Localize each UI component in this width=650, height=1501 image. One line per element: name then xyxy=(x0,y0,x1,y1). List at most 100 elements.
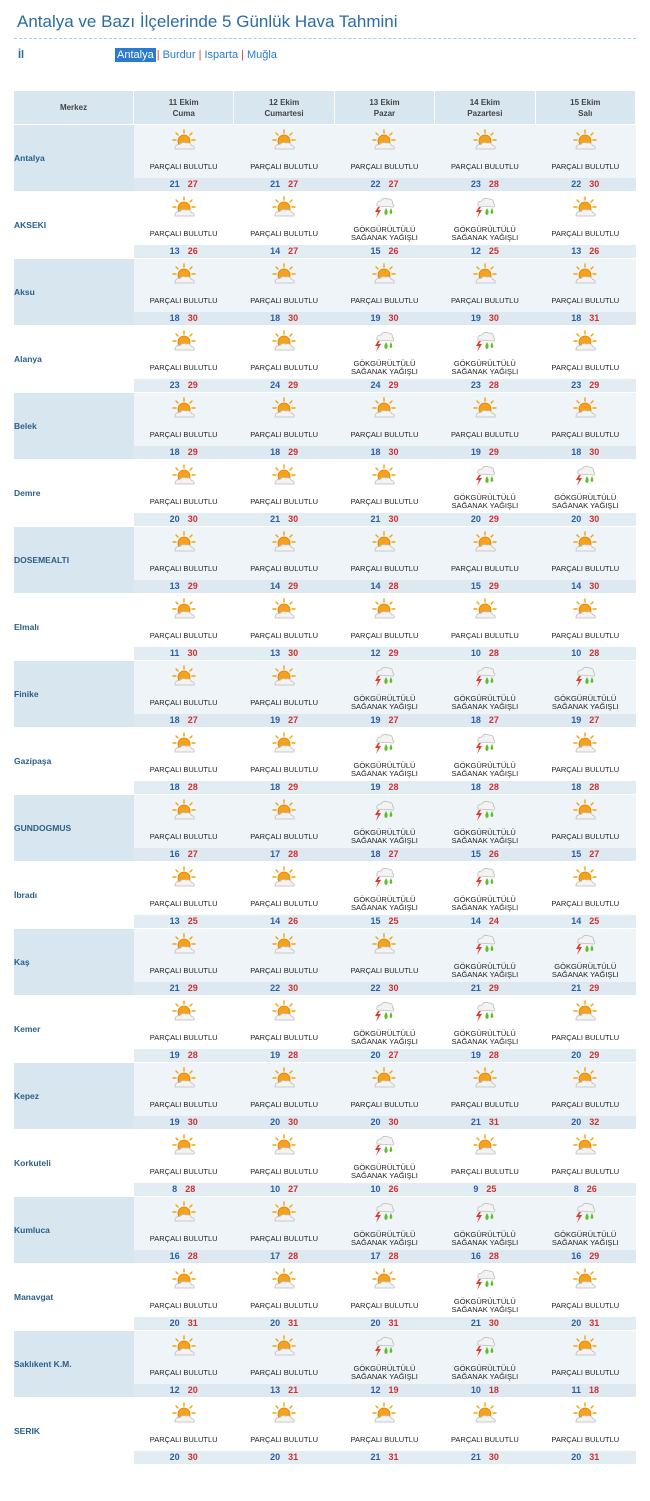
thunderstorm-icon xyxy=(535,929,635,960)
tab-isparta[interactable]: Isparta xyxy=(204,49,239,61)
condition-text: PARÇALI BULUTLU xyxy=(435,1094,535,1116)
min-temp: 21 xyxy=(470,1318,481,1328)
condition-line2: SAĞANAK YAĞIŞLI xyxy=(451,1238,519,1247)
condition-line1: PARÇALI BULUTLU xyxy=(250,831,318,841)
min-temp: 18 xyxy=(270,313,281,323)
thunderstorm-icon xyxy=(435,1264,535,1295)
forecast-cell: PARÇALI BULUTLU 19 28 xyxy=(133,995,234,1063)
temperature-bar: 20 31 xyxy=(133,1317,234,1330)
forecast-cell: GÖKGÜRÜLTÜLÜ SAĞANAK YAĞIŞLI 18 27 xyxy=(334,794,435,862)
tab-separator: | xyxy=(156,49,160,61)
condition-line1: GÖKGÜRÜLTÜLÜ xyxy=(353,1028,416,1038)
min-temp: 10 xyxy=(571,648,582,658)
forecast-cell: PARÇALI BULUTLU 14 25 xyxy=(535,861,636,929)
max-temp: 30 xyxy=(187,1117,198,1127)
table-row: DOSEMEALTI PARÇALI BULUTLU 13 29 PARÇALI BUL… xyxy=(14,526,636,594)
min-temp: 19 xyxy=(571,715,582,725)
forecast-cell: PARÇALI BULUTLU 21 31 xyxy=(334,1397,435,1465)
condition-text: PARÇALI BULUTLU xyxy=(334,424,434,446)
forecast-cell: PARÇALI BULUTLU 21 27 xyxy=(233,124,335,192)
condition-line1: GÖKGÜRÜLTÜLÜ xyxy=(453,894,516,904)
merkez-header: Merkez xyxy=(14,91,134,125)
condition-line1: PARÇALI BULUTLU xyxy=(551,1434,620,1444)
condition-text: GÖKGÜRÜLTÜLÜ SAĞANAK YAĞIŞLI xyxy=(334,1027,434,1049)
min-temp: 21 xyxy=(571,983,582,993)
temperature-bar: 8 28 xyxy=(133,1183,234,1196)
min-temp: 20 xyxy=(169,1452,180,1462)
min-temp: 10 xyxy=(370,1184,381,1194)
condition-line2: SAĞANAK YAĞIŞLI xyxy=(451,903,519,912)
partly-cloudy-icon xyxy=(134,125,234,156)
forecast-cell: GÖKGÜRÜLTÜLÜ SAĞANAK YAĞIŞLI 14 24 xyxy=(434,861,536,929)
max-temp: 30 xyxy=(488,1318,499,1328)
min-temp: 18 xyxy=(571,782,582,792)
condition-line1: PARÇALI BULUTLU xyxy=(350,1099,419,1109)
table-row: Korkuteli PARÇALI BULUTLU 8 28 PARÇALI BULUT… xyxy=(14,1129,636,1197)
temperature-bar: 14 28 xyxy=(334,580,435,593)
temperature-bar: 18 30 xyxy=(233,312,335,325)
min-temp: 15 xyxy=(370,916,381,926)
tab-burdur[interactable]: Burdur xyxy=(162,49,196,61)
temperature-bar: 20 30 xyxy=(334,1116,435,1129)
temperature-bar: 19 28 xyxy=(434,1049,536,1062)
forecast-cell: PARÇALI BULUTLU 20 31 xyxy=(233,1263,335,1331)
condition-text: PARÇALI BULUTLU xyxy=(535,625,635,647)
max-temp: 27 xyxy=(388,849,399,859)
tab-antalya[interactable]: Antalya xyxy=(115,48,156,62)
forecast-cell: PARÇALI BULUTLU 21 29 xyxy=(133,928,234,996)
temperature-bar: 18 29 xyxy=(233,446,335,459)
forecast-cell: PARÇALI BULUTLU 20 30 xyxy=(133,459,234,527)
temperature-bar: 13 26 xyxy=(133,245,234,258)
table-row: Kaş PARÇALI BULUTLU 21 29 PARÇALI BULUTLU 22 3… xyxy=(14,928,636,996)
condition-line1: PARÇALI BULUTLU xyxy=(450,295,519,305)
condition-text: PARÇALI BULUTLU xyxy=(535,558,635,580)
forecast-cell: PARÇALI BULUTLU 21 27 xyxy=(133,124,234,192)
day-header: 12 Ekim Cumartesi xyxy=(233,91,335,125)
min-temp: 18 xyxy=(571,313,582,323)
max-temp: 28 xyxy=(288,1251,299,1261)
partly-cloudy-icon xyxy=(334,125,434,156)
temperature-bar: 18 29 xyxy=(233,781,335,794)
condition-text: GÖKGÜRÜLTÜLÜ SAĞANAK YAĞIŞLI xyxy=(535,491,635,513)
day-header: 13 Ekim Pazar xyxy=(334,91,436,125)
condition-line1: PARÇALI BULUTLU xyxy=(551,898,620,908)
table-row: Kepez PARÇALI BULUTLU 19 30 PARÇALI BULUTLU 2… xyxy=(14,1062,636,1130)
condition-text: PARÇALI BULUTLU xyxy=(134,1429,234,1451)
forecast-cell: PARÇALI BULUTLU 18 27 xyxy=(133,660,234,728)
thunderstorm-icon xyxy=(435,326,535,357)
condition-text: PARÇALI BULUTLU xyxy=(134,290,234,312)
forecast-table: Merkez 11 Ekim Cuma 12 Ekim Cumartesi 13 Eki… xyxy=(14,91,637,1465)
condition-line1: PARÇALI BULUTLU xyxy=(250,965,318,975)
tab-separator: | xyxy=(241,49,244,61)
partly-cloudy-icon xyxy=(134,192,234,223)
condition-line2: SAĞANAK YAĞIŞLI xyxy=(451,836,519,845)
condition-line1: PARÇALI BULUTLU xyxy=(350,496,419,506)
city-name: İbradı xyxy=(14,861,134,929)
tab-mu-la[interactable]: Muğla xyxy=(246,49,277,61)
thunderstorm-icon xyxy=(435,661,535,692)
temperature-bar: 18 28 xyxy=(535,781,636,794)
max-temp: 30 xyxy=(388,447,399,457)
temperature-bar: 19 30 xyxy=(434,312,536,325)
min-temp: 17 xyxy=(270,1251,281,1261)
forecast-cell: PARÇALI BULUTLU 14 28 xyxy=(334,526,435,594)
forecast-cell: GÖKGÜRÜLTÜLÜ SAĞANAK YAĞIŞLI 10 26 xyxy=(334,1129,435,1197)
forecast-cell: PARÇALI BULUTLU 20 30 xyxy=(233,1062,335,1130)
partly-cloudy-icon xyxy=(134,259,234,290)
forecast-cell: PARÇALI BULUTLU 22 27 xyxy=(334,124,435,192)
partly-cloudy-icon xyxy=(234,460,334,491)
temperature-bar: 18 28 xyxy=(133,781,234,794)
condition-text: PARÇALI BULUTLU xyxy=(535,357,635,379)
forecast-cell: PARÇALI BULUTLU 22 30 xyxy=(233,928,335,996)
day-header: 11 Ekim Cuma xyxy=(133,91,235,125)
temperature-bar: 14 29 xyxy=(233,580,335,593)
temperature-bar: 20 30 xyxy=(133,513,234,526)
max-temp: 30 xyxy=(187,1452,198,1462)
temperature-bar: 12 19 xyxy=(334,1384,435,1397)
min-temp: 20 xyxy=(470,514,481,524)
condition-line1: PARÇALI BULUTLU xyxy=(149,898,218,908)
condition-line1: PARÇALI BULUTLU xyxy=(250,1233,318,1243)
temperature-bar: 22 30 xyxy=(535,178,636,191)
condition-text: GÖKGÜRÜLTÜLÜ SAĞANAK YAĞIŞLI xyxy=(435,491,535,513)
partly-cloudy-icon xyxy=(535,1063,635,1094)
